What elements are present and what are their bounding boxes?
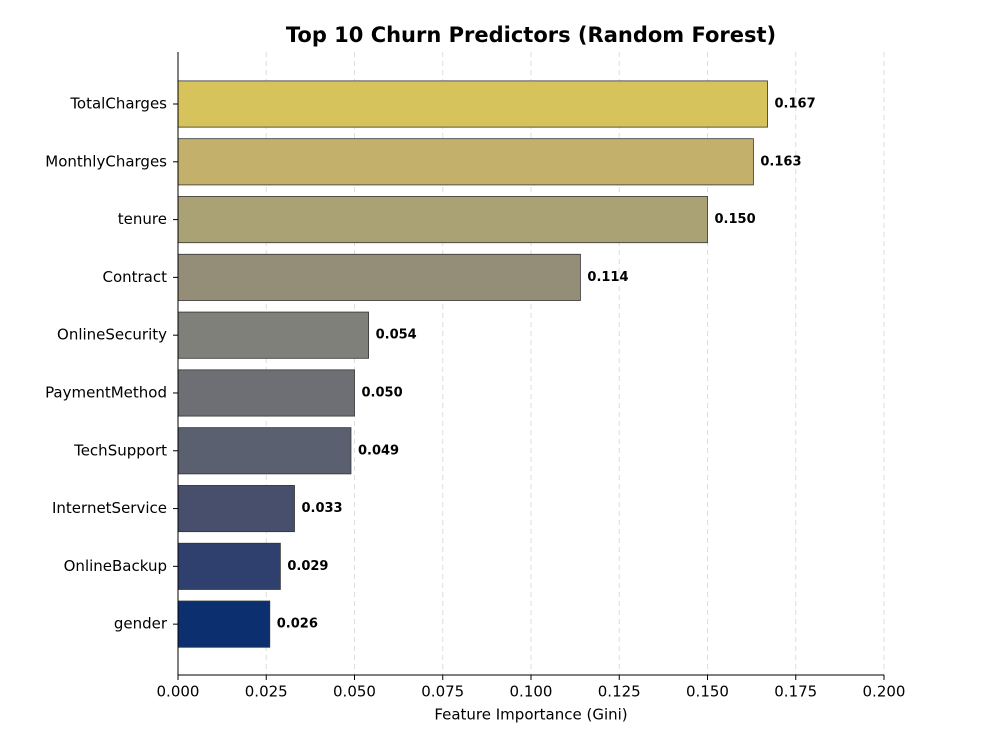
value-label: 0.029 [287, 559, 328, 574]
bar [177, 542, 281, 590]
x-tick-label: 0.100 [510, 683, 553, 701]
x-axis-label: Feature Importance (Gini) [434, 706, 627, 724]
bar [177, 369, 355, 417]
value-label: 0.026 [277, 617, 318, 632]
x-tick-label: 0.000 [157, 683, 200, 701]
bar [177, 600, 271, 648]
y-tick-label: OnlineSecurity [57, 326, 167, 344]
y-tick-label: MonthlyCharges [45, 152, 167, 170]
bar [177, 253, 581, 301]
chart-title: Top 10 Churn Predictors (Random Forest) [286, 23, 776, 47]
x-tick-label: 0.200 [863, 683, 906, 701]
value-label: 0.050 [362, 385, 403, 400]
bar [177, 311, 370, 359]
value-label: 0.114 [587, 270, 628, 285]
y-tick-label: Contract [102, 268, 167, 286]
value-label: 0.033 [301, 501, 342, 516]
x-tick-label: 0.025 [245, 683, 288, 701]
y-tick-label: InternetService [52, 499, 167, 517]
value-label: 0.167 [775, 97, 816, 112]
y-tick-label: TotalCharges [69, 95, 167, 113]
x-tick-label: 0.075 [421, 683, 464, 701]
x-tick-label: 0.125 [598, 683, 641, 701]
bar [177, 80, 768, 128]
value-label: 0.150 [715, 212, 756, 227]
bar [177, 196, 708, 244]
bar [177, 485, 295, 533]
value-label: 0.163 [760, 154, 801, 169]
x-tick-label: 0.050 [333, 683, 376, 701]
value-label: 0.049 [358, 443, 399, 458]
y-tick-label: OnlineBackup [64, 557, 167, 575]
bar [177, 138, 754, 186]
y-tick-label: PaymentMethod [45, 383, 167, 401]
y-tick-label: tenure [118, 210, 167, 228]
value-label: 0.054 [376, 328, 417, 343]
y-tick-label: TechSupport [73, 441, 167, 459]
x-tick-label: 0.175 [774, 683, 817, 701]
bar [177, 427, 352, 475]
x-tick-label: 0.150 [686, 683, 729, 701]
y-tick-label: gender [114, 615, 168, 633]
